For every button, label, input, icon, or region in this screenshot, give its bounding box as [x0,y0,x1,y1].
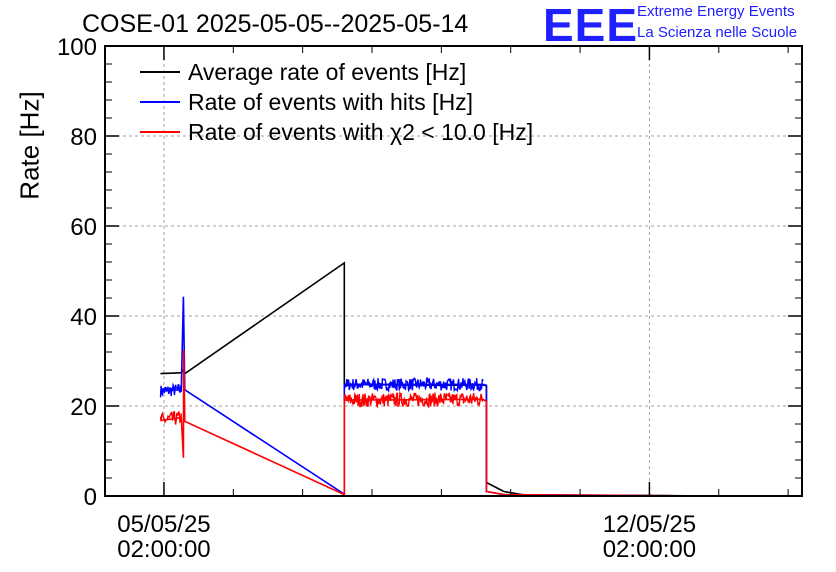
x-tick-label-time: 02:00:00 [603,536,696,563]
legend: Average rate of events [Hz] Rate of event… [140,59,533,145]
y-tick-label: 0 [84,484,97,511]
series-layer [159,261,719,497]
y-tick-label: 100 [57,34,97,61]
series-noise-1 [159,382,182,398]
x-tick-label-time: 02:00:00 [117,536,210,563]
axes: 02040608010005/05/2502:00:0012/05/2502:0… [57,34,802,563]
series-noise-1 [343,377,484,393]
y-tick-label: 20 [70,394,97,421]
series-line-0 [160,261,719,497]
y-tick-label: 80 [70,124,97,151]
logo-subtitle-2: La Scienza nelle Scuole [637,24,798,41]
legend-label-0: Average rate of events [Hz] [188,59,466,85]
x-tick-label-date: 05/05/25 [117,511,210,538]
plot-frame [104,45,803,497]
x-tick-label-date: 12/05/25 [603,511,696,538]
chart-title: COSE-01 2025-05-05--2025-05-14 [82,10,469,38]
grid-lines [105,46,802,496]
logo-subtitle-1: Extreme Energy Events [637,3,795,20]
legend-label-2: Rate of events with χ2 < 10.0 [Hz] [188,119,533,145]
series-noise-2 [159,410,182,425]
y-tick-label: 60 [70,214,97,241]
series-noise-2 [343,390,484,409]
legend-label-1: Rate of events with hits [Hz] [188,89,473,115]
y-tick-label: 40 [70,304,97,331]
eee-logo: EEE [543,0,639,51]
series-line-2 [160,349,719,497]
